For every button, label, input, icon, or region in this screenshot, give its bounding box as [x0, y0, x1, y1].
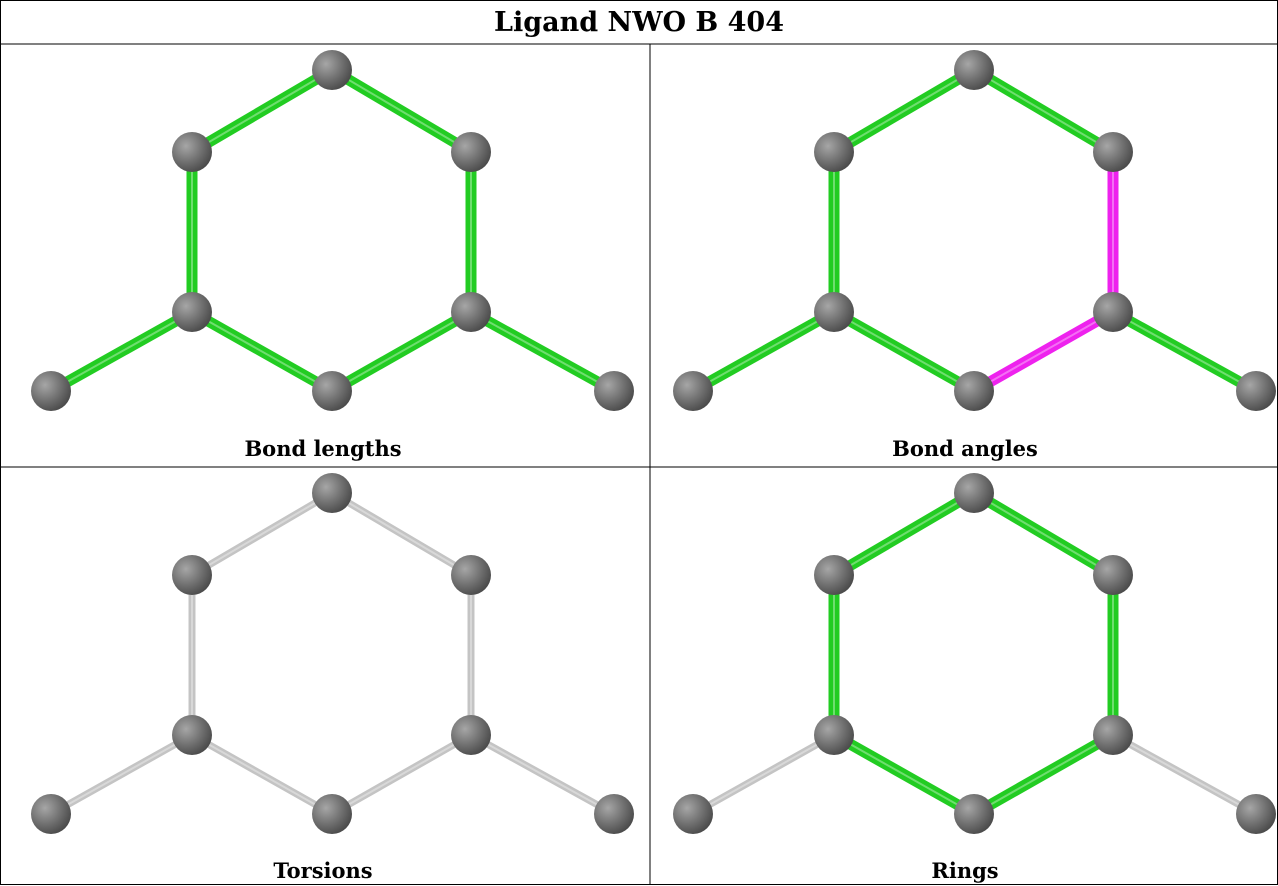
bond-highlight: [470, 311, 615, 392]
caption-torsions: Torsions: [273, 858, 373, 883]
bond-highlight: [191, 734, 333, 815]
atom: [451, 555, 491, 595]
bond-gray: [328, 731, 475, 818]
bond-green: [186, 306, 338, 397]
bond-green: [465, 306, 620, 397]
bond-highlight: [973, 69, 1114, 153]
bond-highlight: [50, 734, 193, 815]
atom: [451, 715, 491, 755]
bond-green: [45, 306, 198, 397]
bond-green: [968, 729, 1119, 820]
bond-gray: [188, 731, 336, 818]
atom: [814, 555, 854, 595]
panel-bond-lengths-molecule: [31, 50, 634, 411]
bond-gray: [328, 489, 475, 579]
atom: [673, 371, 713, 411]
atom: [31, 794, 71, 834]
bond-green: [1107, 306, 1262, 397]
bond-green: [968, 487, 1119, 581]
atom: [594, 794, 634, 834]
bond-highlight: [973, 734, 1114, 815]
bond-highlight: [331, 492, 472, 576]
atom: [172, 132, 212, 172]
bond-highlight: [1112, 734, 1257, 815]
bond-magenta: [968, 306, 1119, 397]
atom: [451, 292, 491, 332]
table-title: Ligand NWO B 404: [493, 6, 785, 38]
bond-gray: [188, 489, 336, 579]
caption-bond-angles: Bond angles: [892, 436, 1038, 461]
bond-highlight: [331, 311, 472, 392]
bond-highlight: [191, 492, 333, 576]
bond-highlight: [692, 734, 835, 815]
atom: [1236, 371, 1276, 411]
caption-rings: Rings: [931, 858, 999, 883]
bond-highlight: [1112, 311, 1257, 392]
bond-highlight: [833, 311, 975, 392]
atom: [172, 715, 212, 755]
bond-highlight: [973, 492, 1114, 576]
panel-rings-molecule: [673, 473, 1276, 834]
bond-highlight: [470, 734, 615, 815]
bond-highlight: [692, 311, 835, 392]
atom: [954, 794, 994, 834]
atom: [673, 794, 713, 834]
bond-gray: [689, 731, 838, 818]
atom: [814, 132, 854, 172]
bond-gray: [1109, 731, 1260, 818]
atom: [312, 473, 352, 513]
bond-highlight: [331, 734, 472, 815]
bond-highlight: [50, 311, 193, 392]
atom: [594, 371, 634, 411]
atom: [954, 473, 994, 513]
bond-green: [828, 64, 980, 158]
atom: [954, 50, 994, 90]
atom: [1236, 794, 1276, 834]
bond-highlight: [191, 69, 333, 153]
bond-highlight: [833, 734, 975, 815]
atom: [1093, 555, 1133, 595]
bond-green: [326, 306, 477, 397]
atom: [451, 132, 491, 172]
atom: [1093, 715, 1133, 755]
bond-green: [828, 487, 980, 581]
panel-torsions-molecule: [31, 473, 634, 834]
panel-bond-angles-molecule: [673, 50, 1276, 411]
bond-green: [186, 64, 338, 158]
atom: [172, 292, 212, 332]
bond-green: [968, 64, 1119, 158]
bond-gray: [47, 731, 196, 818]
bond-highlight: [191, 311, 333, 392]
atom: [31, 371, 71, 411]
bond-green: [326, 64, 477, 158]
atom: [954, 371, 994, 411]
bond-green: [828, 729, 980, 820]
atom: [814, 292, 854, 332]
bond-highlight: [973, 311, 1114, 392]
bond-green: [687, 306, 840, 397]
bond-highlight: [833, 69, 975, 153]
atom: [312, 371, 352, 411]
bond-green: [828, 306, 980, 397]
bond-highlight: [833, 492, 975, 576]
bond-gray: [467, 731, 618, 818]
atom: [1093, 292, 1133, 332]
atom: [312, 794, 352, 834]
atom: [1093, 132, 1133, 172]
caption-bond-lengths: Bond lengths: [244, 436, 402, 461]
atom: [312, 50, 352, 90]
atom: [172, 555, 212, 595]
bond-highlight: [331, 69, 472, 153]
atom: [814, 715, 854, 755]
